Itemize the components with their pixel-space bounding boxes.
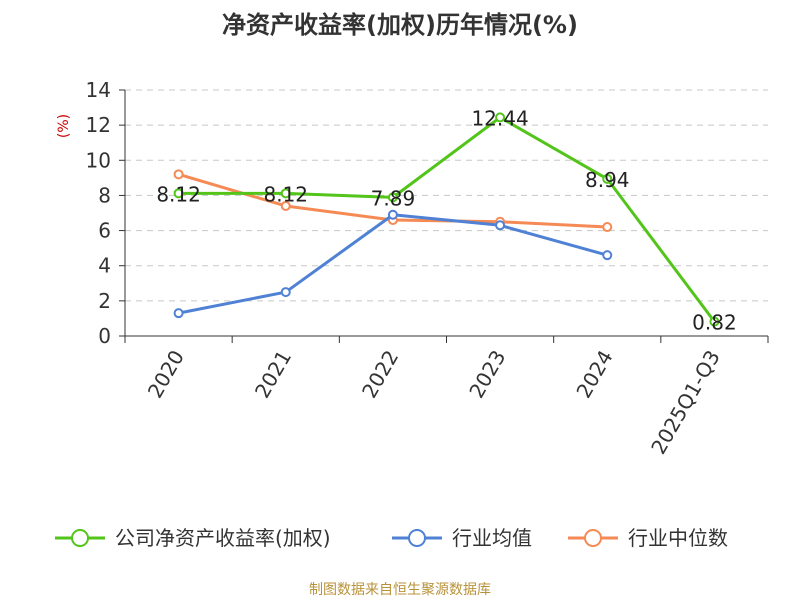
data-label: 0.82 (692, 311, 737, 335)
y-tick-label: 2 (98, 289, 111, 313)
y-tick-label: 8 (98, 183, 111, 207)
data-point (173, 169, 184, 180)
y-tick-label: 14 (86, 78, 111, 102)
legend-label: 公司净资产收益率(加权) (115, 526, 331, 550)
data-labels: 8.12 8.12 7.89 12.44 8.94 0.82 (156, 106, 736, 334)
source-note: 制图数据来自恒生聚源数据库 (309, 582, 491, 598)
data-point (602, 250, 613, 261)
legend-label: 行业中位数 (628, 526, 728, 550)
x-tick-label: 2025Q1-Q3 (646, 346, 725, 458)
data-point (602, 222, 613, 233)
data-point (387, 209, 398, 220)
legend-label: 行业均值 (452, 526, 532, 550)
series-layer (173, 112, 720, 327)
axes: 0 2 4 6 8 10 12 14 2020 2021 2022 2023 2024 2025Q1-Q3 (86, 78, 769, 458)
data-label: 12.44 (471, 106, 528, 130)
series-line (178, 213, 608, 315)
data-point (495, 112, 506, 123)
data-label: 8.12 (263, 182, 308, 206)
gridlines (125, 89, 768, 302)
legend-marker (71, 529, 89, 547)
chart-title: 净资产收益率(加权)历年情况(%) (222, 11, 578, 39)
data-point (280, 200, 291, 211)
data-label: 8.94 (585, 168, 630, 192)
legend-marker (408, 529, 426, 547)
x-tick-label: 2022 (357, 346, 403, 402)
y-tick-label: 6 (98, 219, 111, 243)
data-point (280, 188, 291, 199)
data-label: 8.12 (156, 182, 201, 206)
series-line (178, 115, 716, 323)
y-tick-label: 10 (86, 148, 111, 172)
data-point (280, 287, 291, 298)
data-label: 7.89 (371, 186, 416, 210)
data-point (387, 192, 398, 203)
x-tick-label: 2020 (143, 346, 189, 402)
data-point (173, 188, 184, 199)
x-tick-label: 2021 (250, 346, 296, 402)
data-point (173, 308, 184, 319)
y-axis-label: (%) (56, 114, 72, 138)
x-tick-label: 2024 (571, 346, 617, 402)
y-tick-label: 4 (98, 254, 111, 278)
x-tick-label: 2023 (464, 346, 510, 402)
data-point (709, 316, 720, 327)
y-tick-label: 0 (98, 324, 111, 348)
y-tick-label: 12 (86, 113, 111, 137)
data-point (495, 220, 506, 231)
legend-marker (584, 529, 602, 547)
legend: 公司净资产收益率(加权) 行业均值 行业中位数 (55, 526, 728, 550)
data-point (602, 173, 613, 184)
